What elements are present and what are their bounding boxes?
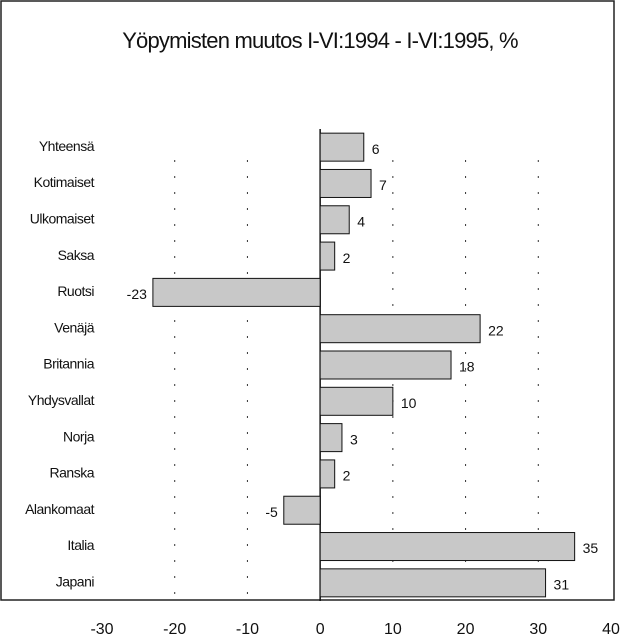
y-tick-label: Venäjä bbox=[54, 319, 95, 335]
x-tick-label: -10 bbox=[236, 621, 259, 638]
value-label: 18 bbox=[459, 359, 475, 375]
x-tick-label: 40 bbox=[602, 621, 620, 638]
bar bbox=[319, 168, 372, 198]
y-tick-label: Kotimaiset bbox=[34, 174, 95, 190]
y-tick-label: Saksa bbox=[58, 247, 95, 263]
value-label: 22 bbox=[488, 322, 504, 338]
y-tick-label: Yhteensä bbox=[39, 138, 95, 154]
value-label: 31 bbox=[554, 577, 570, 593]
x-tick-label: -20 bbox=[163, 621, 186, 638]
bar bbox=[319, 459, 336, 489]
bar bbox=[319, 568, 547, 598]
y-tick-label: Ranska bbox=[50, 465, 95, 481]
y-tick-label: Ulkomaiset bbox=[30, 210, 95, 226]
y-tick-label: Norja bbox=[63, 428, 95, 444]
x-tick-label: 30 bbox=[529, 621, 547, 638]
value-label: 2 bbox=[343, 250, 351, 266]
bar bbox=[319, 132, 365, 162]
y-tick-label: Japani bbox=[56, 574, 95, 590]
bar bbox=[152, 277, 321, 307]
x-tick-label: -30 bbox=[90, 621, 113, 638]
y-tick-label: Alankomaat bbox=[25, 501, 95, 517]
value-label: -5 bbox=[265, 504, 278, 520]
y-tick-label: Ruotsi bbox=[57, 283, 94, 299]
y-tick-label: Britannia bbox=[43, 356, 94, 372]
value-label: 2 bbox=[343, 468, 351, 484]
value-label: 4 bbox=[357, 213, 365, 229]
bar bbox=[319, 423, 343, 453]
value-label: 6 bbox=[372, 141, 380, 157]
bar bbox=[319, 314, 481, 344]
bar bbox=[319, 350, 452, 380]
bar bbox=[319, 386, 394, 416]
y-tick-label: Italia bbox=[67, 537, 94, 553]
bar bbox=[319, 532, 576, 562]
value-label: -23 bbox=[127, 286, 147, 302]
x-tick-label: 10 bbox=[384, 621, 402, 638]
value-label: 7 bbox=[379, 177, 387, 193]
frame bbox=[0, 0, 615, 601]
x-tick-label: 0 bbox=[316, 621, 325, 638]
bar bbox=[283, 495, 321, 525]
chart-title: Yöpymisten muutos I-VI:1994 - I-VI:1995,… bbox=[122, 28, 518, 53]
value-label: 35 bbox=[583, 540, 599, 556]
bar bbox=[319, 205, 350, 235]
x-tick-label: 20 bbox=[457, 621, 475, 638]
value-label: 10 bbox=[401, 395, 417, 411]
value-label: 3 bbox=[350, 431, 358, 447]
bar bbox=[319, 241, 336, 271]
y-tick-label: Yhdysvallat bbox=[28, 392, 95, 408]
